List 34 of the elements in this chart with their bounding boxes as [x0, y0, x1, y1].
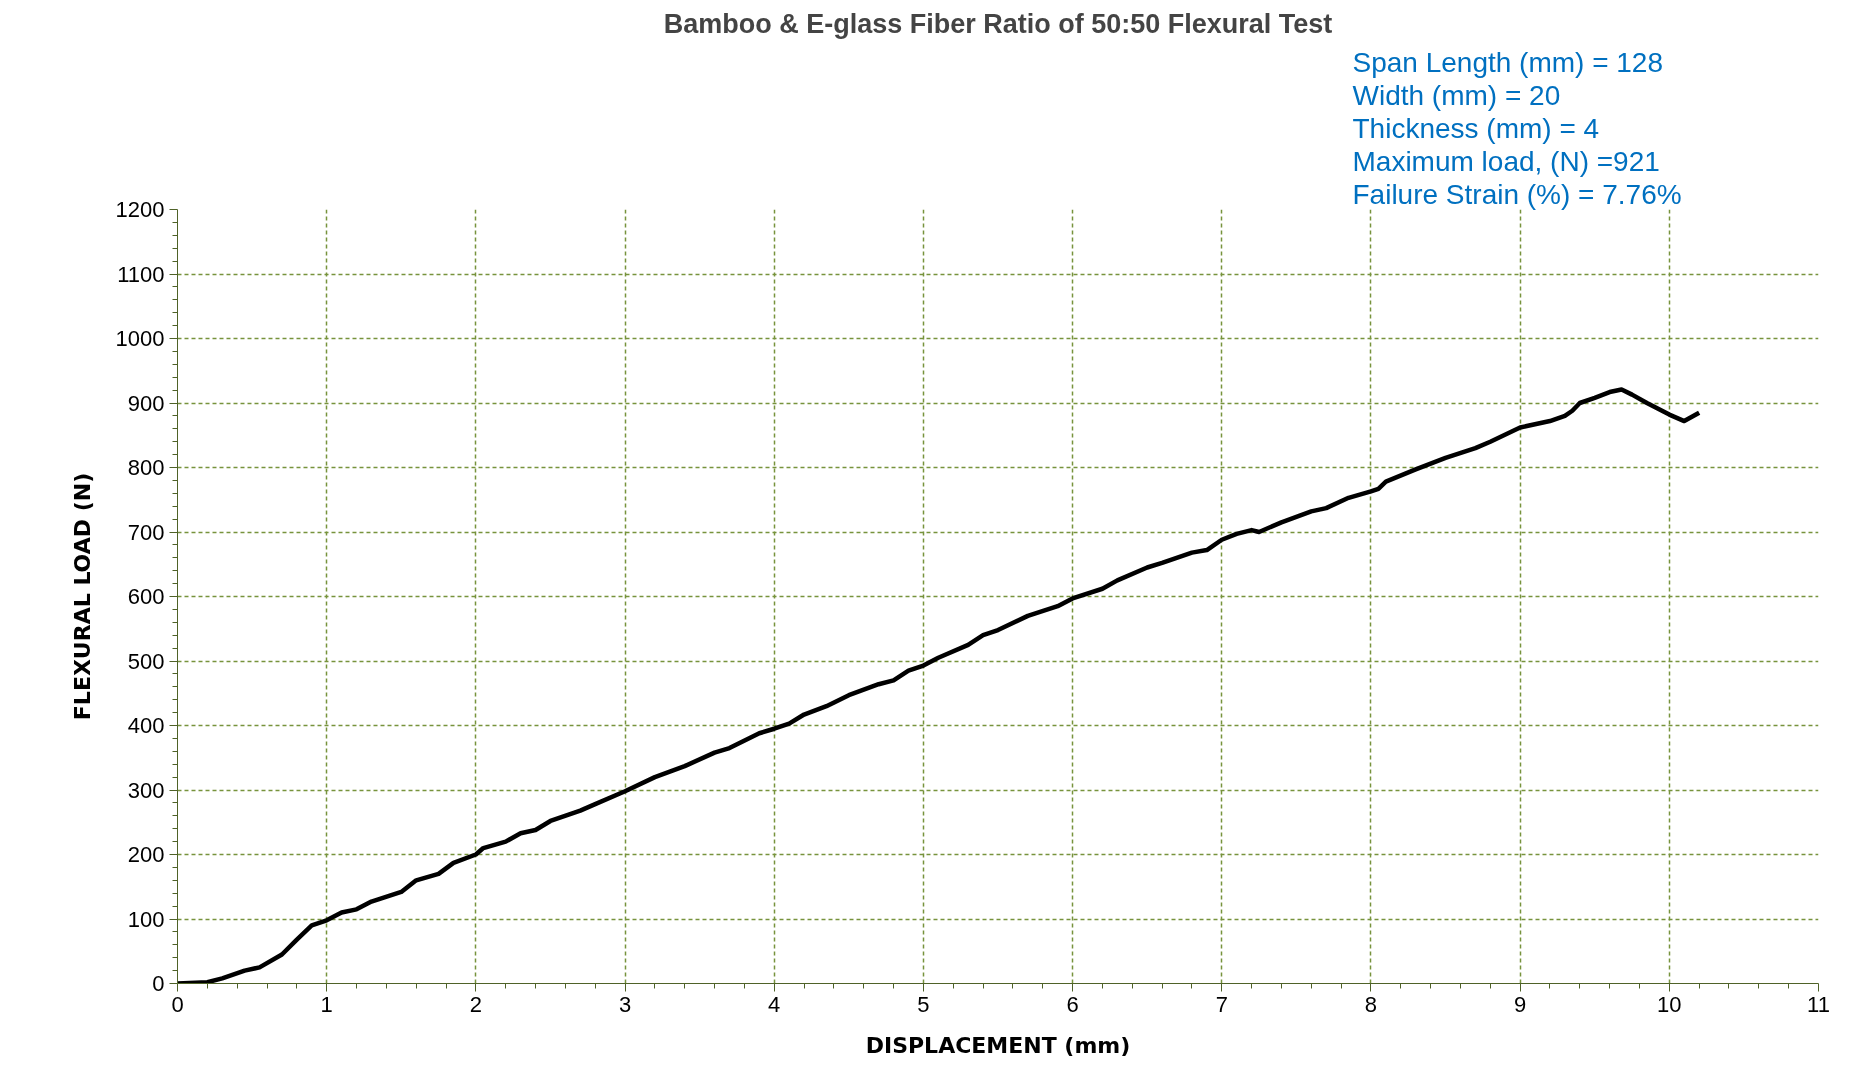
y-tick-label: 200 [127, 842, 165, 867]
x-tick-label: 0 [171, 991, 184, 1017]
x-tick-label: 3 [618, 991, 632, 1017]
y-tick-label: 700 [127, 519, 165, 545]
y-tick-label: 400 [127, 713, 165, 738]
y-tick-label: 300 [127, 777, 165, 803]
y-tick-label: 800 [127, 455, 165, 480]
x-tick-label: 10 [1657, 991, 1682, 1017]
x-tick-label: 6 [1066, 991, 1079, 1017]
text: Span Length (mm) = 128 [1352, 46, 1664, 78]
x-tick-label: 1 [320, 991, 333, 1017]
x-tick-label: 7 [1215, 991, 1228, 1017]
y-tick-label: 900 [127, 390, 165, 416]
x-tick-label: 5 [917, 991, 930, 1017]
chart-title: Bamboo & E-glass Fiber Ratio of 50:50 Flexural Test [663, 8, 1333, 39]
x-tick-label: 11 [1807, 991, 1830, 1017]
y-tick-label: 1200 [115, 197, 165, 222]
y-tick-label: 600 [127, 584, 165, 609]
x-tick-label: 9 [1514, 991, 1527, 1017]
y-tick-label: 0 [152, 971, 165, 996]
text: Maximum load, (N) =921 [1352, 145, 1660, 177]
y-axis-title: FLEXURAL LOAD (N) [69, 472, 95, 721]
x-tick-label: 4 [768, 991, 781, 1017]
x-tick-label: 8 [1364, 991, 1378, 1017]
y-tick-label: 500 [127, 648, 165, 674]
text: Failure Strain (%) = 7.76% [1352, 178, 1682, 210]
text: Thickness (mm) = 4 [1352, 112, 1600, 144]
y-tick-label: 100 [127, 906, 165, 932]
y-tick-label: 1000 [115, 326, 165, 351]
text: Width (mm) = 20 [1352, 79, 1561, 111]
line-series [177, 387, 1702, 984]
y-tick-label: 1100 [117, 261, 165, 287]
x-axis-title: DISPLACEMENT (mm) [865, 1032, 1131, 1058]
x-tick-label: 2 [469, 991, 482, 1017]
